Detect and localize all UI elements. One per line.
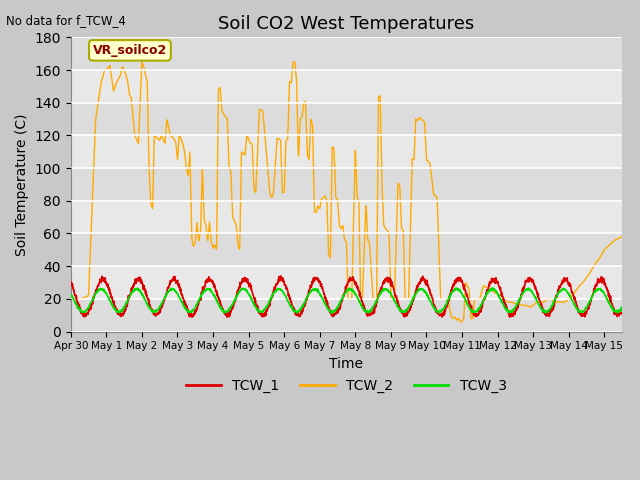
Bar (71, 201, 622, 233)
Bar (71, 233, 622, 266)
X-axis label: Time: Time (330, 357, 364, 371)
Text: No data for f_TCW_4: No data for f_TCW_4 (6, 14, 126, 27)
Bar (71, 299, 622, 332)
Text: VR_soilco2: VR_soilco2 (93, 44, 167, 57)
Bar (71, 70, 622, 103)
Bar (71, 168, 622, 201)
Bar (71, 135, 622, 168)
Y-axis label: Soil Temperature (C): Soil Temperature (C) (15, 113, 29, 256)
Bar (71, 103, 622, 135)
Title: Soil CO2 West Temperatures: Soil CO2 West Temperatures (218, 15, 474, 33)
Bar (71, 266, 622, 299)
Legend: TCW_1, TCW_2, TCW_3: TCW_1, TCW_2, TCW_3 (180, 373, 512, 398)
Bar (71, 37, 622, 70)
